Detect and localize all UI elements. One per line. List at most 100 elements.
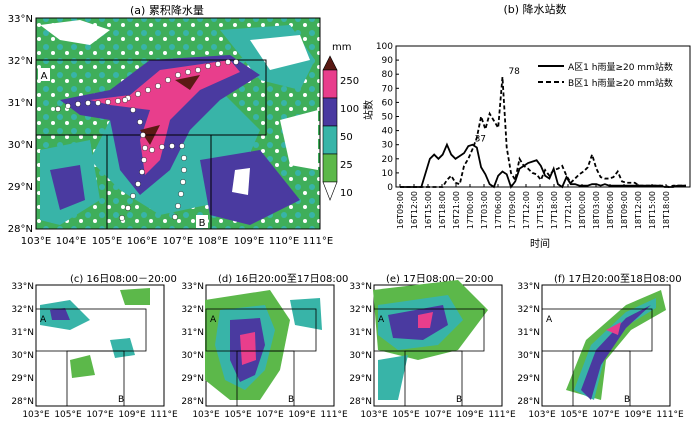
- lon-tick: 105°E: [92, 236, 122, 247]
- annotations: 78 37: [475, 67, 521, 145]
- y-tick-label: 20: [382, 155, 394, 165]
- small-lat-tick: 33°N: [11, 282, 34, 292]
- colorbar-label: 25: [340, 160, 353, 171]
- y-tick-label: 90: [382, 56, 394, 66]
- small-lat-tick: 30°N: [181, 351, 204, 361]
- colorbar-label: 50: [340, 132, 353, 143]
- small-lon-tick: 105°E: [224, 410, 252, 420]
- small-lon-tick: 111°E: [656, 410, 684, 420]
- small-lat-tick: 31°N: [11, 328, 34, 338]
- small-lon-ticks: 103°E 105°E 107°E 109°E 111°E: [22, 410, 178, 420]
- small-lat-tick: 31°N: [349, 328, 372, 338]
- small-lat-tick: 33°N: [349, 282, 372, 292]
- annotation-label: 37: [475, 135, 486, 145]
- series-lines: [400, 76, 686, 189]
- rain-band-dots: [55, 59, 239, 221]
- small-panel-title: (e) 17日08:00－20:00: [386, 274, 494, 285]
- colorbar-label: 100: [340, 104, 359, 115]
- lon-tick: 106°E: [127, 236, 157, 247]
- small-lon-tick: 103°E: [192, 410, 220, 420]
- small-lon-tick: 103°E: [528, 410, 556, 420]
- lat-tick: 33°N: [8, 14, 33, 25]
- small-lat-tick: 33°N: [517, 282, 540, 292]
- y-tick-label: 30: [382, 141, 394, 151]
- y-tick-label: 10: [382, 169, 394, 179]
- small-lat-tick: 28°N: [349, 397, 372, 407]
- panel-a-lon-ticks: 103°E 104°E 105°E 106°E 107°E 108°E 109°…: [21, 236, 333, 247]
- x-tick-label: 18T09:00: [620, 191, 629, 229]
- small-lat-tick: 30°N: [349, 351, 372, 361]
- y-tick-label: 60: [382, 98, 394, 108]
- x-tick-label: 16T09:00: [396, 191, 405, 229]
- small-lat-ticks: 33°N 32°N 31°N 30°N 29°N 28°N: [517, 282, 540, 407]
- small-region-b-label: B: [624, 395, 630, 405]
- small-region-b-box: [66, 350, 125, 407]
- small-lon-tick: 109°E: [288, 410, 316, 420]
- small-lat-tick: 32°N: [181, 305, 204, 315]
- x-tick-label: 18T15:00: [648, 191, 657, 229]
- small-panel: (f) 17日20:00至18日08:00 A B 33°N 32°N 31°N 30…: [506, 250, 700, 421]
- small-lat-tick: 30°N: [11, 351, 34, 361]
- small-lon-tick: 105°E: [560, 410, 588, 420]
- small-lat-tick: 28°N: [517, 397, 540, 407]
- lat-tick: 28°N: [8, 224, 33, 235]
- small-precip-field: [566, 290, 666, 400]
- legend-entry-b: B区1 h雨量≥20 mm站数: [568, 77, 673, 89]
- small-precip-field: [40, 288, 150, 378]
- small-panel-title: (c) 16日08:00－20:00: [70, 274, 177, 285]
- x-tick-label: 17T15:00: [536, 191, 545, 229]
- small-lat-tick: 32°N: [349, 305, 372, 315]
- small-region-a-label: A: [378, 315, 385, 325]
- x-tick-label: 17T06:00: [494, 191, 503, 229]
- small-lat-tick: 28°N: [11, 397, 34, 407]
- small-lon-tick: 107°E: [86, 410, 114, 420]
- x-tick-label: 18T03:00: [592, 191, 601, 229]
- x-tick-label: 17T12:00: [522, 191, 531, 229]
- colorbar-unit: mm: [332, 42, 351, 53]
- lon-tick: 109°E: [234, 236, 264, 247]
- small-lat-tick: 29°N: [181, 374, 204, 384]
- chart-ylabel: 站数: [362, 100, 375, 120]
- colorbar-label: 10: [340, 188, 353, 199]
- small-panel: (e) 17日08:00－20:00 A B 33°N 32°N 31°N 30°N 2…: [338, 250, 532, 421]
- small-lat-tick: 33°N: [181, 282, 204, 292]
- small-precip-field: [373, 280, 488, 400]
- small-lat-tick: 31°N: [181, 328, 204, 338]
- x-tick-label: 16T21:00: [452, 191, 461, 229]
- x-axis-ticks: 16T09:00 16T12:00 16T15:00 16T18:00 16T21:00…: [396, 184, 671, 229]
- small-region-a-label: A: [546, 315, 553, 325]
- panel-a-lat-ticks: 33°N 32°N 31°N 30°N 29°N 28°N: [8, 14, 33, 235]
- small-panels-row: (c) 16日08:00－20:00 A B 33°N 32°N 31°N 30°N 2…: [0, 250, 700, 421]
- series-a-line: [400, 142, 686, 189]
- small-lon-tick: 109°E: [624, 410, 652, 420]
- x-tick-label: 17T00:00: [466, 191, 475, 229]
- small-panel-title: (f) 17日20:00至18日08:00: [554, 274, 682, 285]
- small-lon-ticks: 103°E 105°E 107°E 109°E 111°E: [528, 410, 684, 420]
- small-lon-tick: 109°E: [118, 410, 146, 420]
- y-tick-label: 100: [376, 42, 393, 52]
- small-lat-tick: 31°N: [517, 328, 540, 338]
- lat-tick: 32°N: [8, 56, 33, 67]
- small-region-a-label: A: [40, 315, 47, 325]
- small-lon-tick: 111°E: [320, 410, 348, 420]
- x-tick-label: 17T03:00: [480, 191, 489, 229]
- small-region-b-label: B: [288, 395, 294, 405]
- panel-a-title: (a) 累积降水量: [130, 4, 204, 17]
- x-tick-label: 18T18:00: [662, 191, 671, 229]
- region-b-label: B: [199, 218, 206, 229]
- small-region-b-box: [404, 350, 463, 407]
- small-region-a-label: A: [210, 315, 217, 325]
- precip-field-a: [40, 20, 318, 225]
- small-lon-tick: 109°E: [456, 410, 484, 420]
- small-lat-tick: 29°N: [349, 374, 372, 384]
- x-tick-label: 17T21:00: [564, 191, 573, 229]
- small-lat-ticks: 33°N 32°N 31°N 30°N 29°N 28°N: [181, 282, 204, 407]
- x-tick-label: 18T00:00: [578, 191, 587, 229]
- colorbar-label: 250: [340, 76, 359, 87]
- lat-tick: 30°N: [8, 140, 33, 151]
- y-tick-label: 80: [382, 70, 394, 80]
- region-b-box: [106, 134, 212, 230]
- small-lat-tick: 28°N: [181, 397, 204, 407]
- small-lon-tick: 105°E: [392, 410, 420, 420]
- small-region-b-label: B: [118, 395, 124, 405]
